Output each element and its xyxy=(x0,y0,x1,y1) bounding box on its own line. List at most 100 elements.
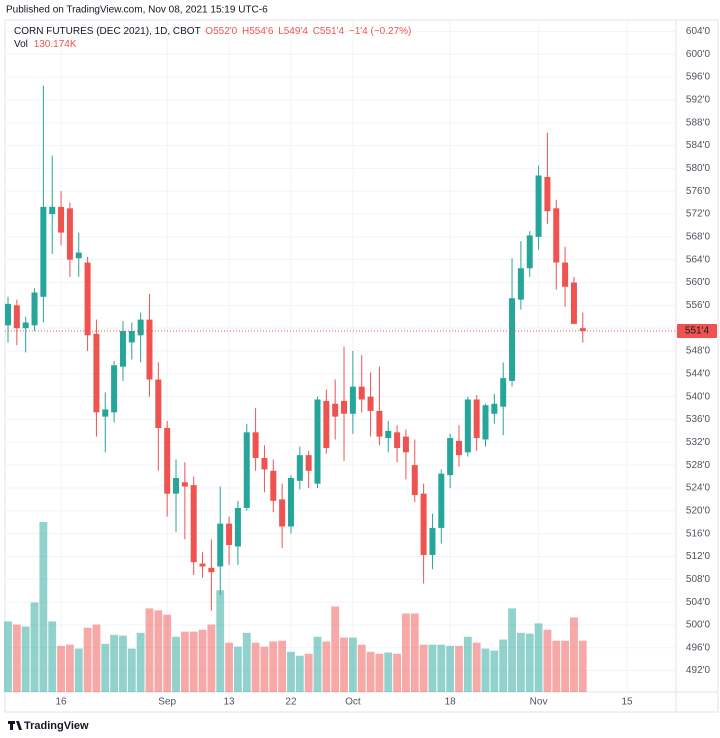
volume-bar xyxy=(304,653,313,692)
candle-body xyxy=(181,482,188,487)
candle-body xyxy=(358,386,365,400)
volume-bar xyxy=(198,629,207,692)
grid xyxy=(5,20,676,692)
candle-body xyxy=(305,455,312,471)
candle-body xyxy=(482,405,489,440)
candle-body xyxy=(455,440,462,456)
volume-bar xyxy=(12,624,21,692)
volume-bar xyxy=(295,655,304,692)
volume-bar xyxy=(570,617,578,692)
candle-body xyxy=(517,268,524,300)
volume-bar xyxy=(340,637,348,692)
candle-body xyxy=(509,298,516,381)
candle-body xyxy=(40,206,47,297)
candle-body xyxy=(75,252,82,259)
volume-bar xyxy=(410,613,419,692)
x-tick-label: 13 xyxy=(224,697,236,708)
volume-bar xyxy=(348,637,357,692)
candle-body xyxy=(119,331,126,367)
volume-bar xyxy=(30,602,39,692)
y-tick-label: 540'0 xyxy=(686,391,711,402)
volume-bar xyxy=(543,629,552,692)
y-tick-label: 556'0 xyxy=(686,300,711,311)
volume-bar xyxy=(269,641,278,692)
candle-body xyxy=(526,235,533,269)
volume-bar xyxy=(384,652,393,692)
candle-body xyxy=(500,378,507,407)
volume-bar xyxy=(366,651,375,692)
y-tick-label: 580'0 xyxy=(686,163,711,174)
x-tick-label: Oct xyxy=(345,697,361,708)
volume-bar xyxy=(4,621,12,692)
volume-bar xyxy=(428,644,437,692)
candle-body xyxy=(323,400,330,449)
candle-body xyxy=(544,176,551,212)
volume-bar xyxy=(393,653,402,692)
candle-body xyxy=(208,567,215,573)
volume-bar xyxy=(163,614,172,692)
y-tick-label: 564'0 xyxy=(686,254,711,265)
volume-bar xyxy=(74,648,83,692)
volume-bar xyxy=(127,648,136,692)
volume-bar xyxy=(92,624,101,692)
candle-body xyxy=(279,499,286,527)
published-note: Published on TradingView.com, Nov 08, 20… xyxy=(6,5,268,16)
candles xyxy=(5,85,676,611)
volume-bar xyxy=(322,641,331,692)
y-tick-label: 536'0 xyxy=(686,414,711,425)
candle-body xyxy=(367,396,374,411)
volume-bar xyxy=(119,635,127,692)
y-tick-label: 568'0 xyxy=(686,231,711,242)
candle-body xyxy=(58,206,65,233)
candle-body xyxy=(173,477,180,494)
volume-bar xyxy=(21,626,30,692)
candle-body xyxy=(13,305,20,329)
volume-bar xyxy=(463,636,472,692)
candle-body xyxy=(102,409,109,417)
volume-bar xyxy=(154,610,163,692)
volume-bar xyxy=(136,632,145,692)
y-tick-label: 548'0 xyxy=(686,346,711,357)
ohlc-high: H554'6 xyxy=(242,26,274,37)
volume-bar xyxy=(233,646,242,692)
candle-body xyxy=(217,523,224,567)
candle-body xyxy=(5,303,11,326)
y-tick-label: 532'0 xyxy=(686,437,711,448)
candle-body xyxy=(84,262,91,336)
candle-body xyxy=(234,507,241,547)
volume-bar xyxy=(534,623,543,692)
ohlc-low: L549'4 xyxy=(278,26,308,37)
logo-text: TradingView xyxy=(24,720,89,732)
axes: 604'0 600'0 596'0 592'0 588'0 584'0 580'0 576'0… xyxy=(55,26,717,708)
candle-body xyxy=(111,365,118,413)
y-tick-label: 512'0 xyxy=(686,551,711,562)
candle-body xyxy=(535,175,542,237)
volume-bar xyxy=(552,640,561,692)
logo-icon xyxy=(8,721,22,730)
volume-bar xyxy=(83,627,92,692)
candle-body xyxy=(385,430,392,439)
y-tick-label: 600'0 xyxy=(686,49,711,60)
candle-body xyxy=(411,465,418,496)
candle-body xyxy=(473,399,480,439)
volume-bar xyxy=(437,644,446,692)
volume-bar xyxy=(172,636,180,692)
candle-body xyxy=(394,432,401,449)
candle-body xyxy=(314,399,321,484)
candle-body xyxy=(332,403,339,417)
ohlc-close: C551'4 xyxy=(313,26,345,37)
volume-bar xyxy=(110,634,119,692)
candle-body xyxy=(164,428,171,494)
volume-bar xyxy=(180,631,189,692)
y-tick-label: 572'0 xyxy=(686,209,711,220)
candle-body xyxy=(464,399,471,453)
candle-body xyxy=(349,386,356,414)
candle-body xyxy=(146,319,153,380)
y-tick-label: 492'0 xyxy=(686,665,711,676)
candle-body xyxy=(66,208,73,260)
volume-bar xyxy=(287,651,295,692)
candle-body xyxy=(420,493,427,556)
volume-bar xyxy=(490,650,499,692)
y-tick-label: 596'0 xyxy=(686,72,711,83)
candle-body xyxy=(287,477,294,527)
